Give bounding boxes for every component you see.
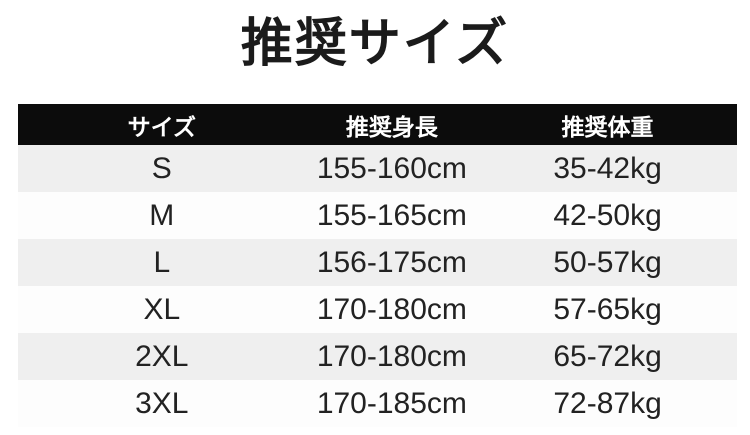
- header-weight: 推奨体重: [561, 113, 654, 140]
- table-row-m: M 155-165cm 42-50kg: [18, 192, 737, 239]
- cell-size: 2XL: [135, 339, 189, 373]
- cell-weight: 50-57kg: [553, 245, 662, 279]
- cell-size: L: [153, 245, 171, 279]
- table-row-xl: XL 170-180cm 57-65kg: [18, 286, 737, 333]
- cell-height: 155-160cm: [316, 151, 467, 185]
- cell-height: 170-180cm: [316, 339, 467, 373]
- cell-height: 170-180cm: [316, 292, 467, 326]
- cell-size: XL: [143, 292, 181, 326]
- table-row-l: L 156-175cm 50-57kg: [18, 239, 737, 286]
- table-row-s: S 155-160cm 35-42kg: [18, 145, 737, 192]
- cell-height: 156-175cm: [316, 245, 467, 279]
- cell-height: 155-165cm: [316, 198, 467, 232]
- cell-weight: 42-50kg: [553, 198, 662, 232]
- cell-weight: 72-87kg: [553, 386, 662, 420]
- page-title: 推奨サイズ: [240, 15, 510, 73]
- size-table: サイズ 推奨身長 推奨体重 S 155-160cm 35-42kg M 155-…: [18, 104, 737, 427]
- header-size: サイズ: [127, 113, 196, 140]
- cell-weight: 35-42kg: [553, 151, 662, 185]
- table-header-row: サイズ 推奨身長 推奨体重: [18, 104, 737, 145]
- cell-height: 170-185cm: [316, 386, 467, 420]
- cell-weight: 65-72kg: [553, 339, 662, 373]
- cell-weight: 57-65kg: [553, 292, 662, 326]
- table-row-3xl: 3XL 170-185cm 72-87kg: [18, 380, 737, 427]
- cell-size: M: [149, 198, 175, 232]
- header-height: 推奨身長: [345, 113, 438, 140]
- table-row-2xl: 2XL 170-180cm 65-72kg: [18, 333, 737, 380]
- cell-size: S: [151, 151, 172, 185]
- cell-size: 3XL: [135, 386, 189, 420]
